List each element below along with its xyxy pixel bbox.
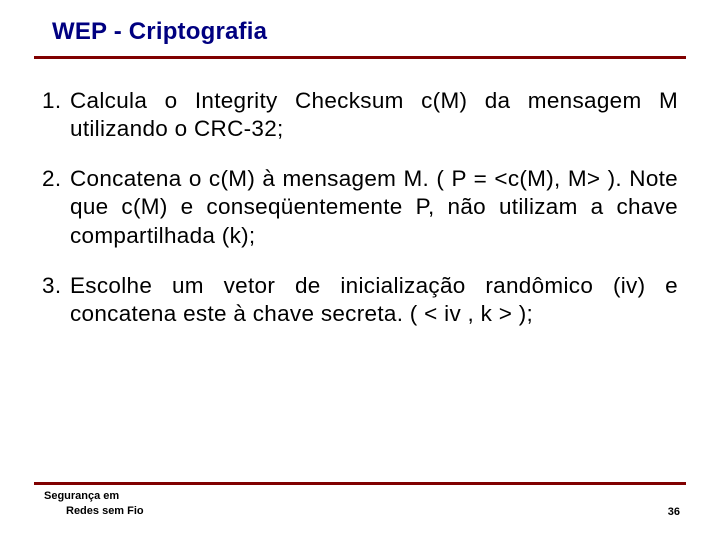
- slide-title: WEP - Criptografia: [34, 18, 686, 54]
- page-number: 36: [668, 506, 686, 518]
- content-area: 1. Calcula o Integrity Checksum c(M) da …: [34, 59, 686, 328]
- item-text: Calcula o Integrity Checksum c(M) da men…: [42, 87, 678, 143]
- slide-container: WEP - Criptografia 1. Calcula o Integrit…: [0, 0, 720, 328]
- footer-row: Segurança em Redes sem Fio 36: [34, 489, 686, 518]
- list-item: 3. Escolhe um vetor de inicialização ran…: [42, 272, 678, 328]
- footer-text: Segurança em Redes sem Fio: [34, 489, 144, 518]
- item-number: 1.: [42, 87, 61, 115]
- item-number: 3.: [42, 272, 61, 300]
- footer-line1: Segurança em: [44, 490, 119, 502]
- item-text: Escolhe um vetor de inicialização randôm…: [42, 272, 678, 328]
- item-text: Concatena o c(M) à mensagem M. ( P = <c(…: [42, 165, 678, 249]
- list-item: 1. Calcula o Integrity Checksum c(M) da …: [42, 87, 678, 143]
- list-item: 2. Concatena o c(M) à mensagem M. ( P = …: [42, 165, 678, 249]
- footer-rule: [34, 482, 686, 485]
- footer-line2: Redes sem Fio: [44, 504, 144, 518]
- item-number: 2.: [42, 165, 61, 193]
- slide-footer: Segurança em Redes sem Fio 36: [34, 482, 686, 518]
